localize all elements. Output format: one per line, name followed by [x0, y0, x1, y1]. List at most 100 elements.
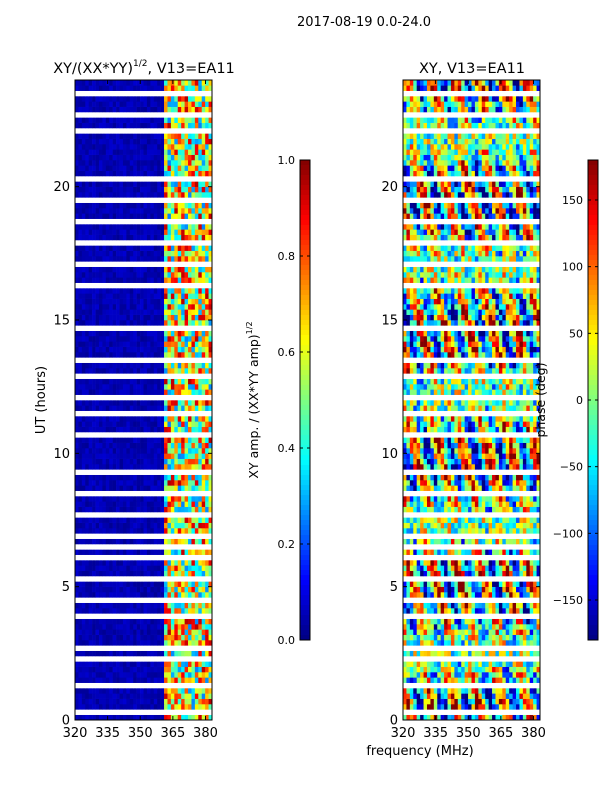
left-cell [174, 426, 179, 433]
left-cell-flagged [198, 597, 203, 603]
left-cell-flagged [95, 544, 100, 550]
left-cell [105, 506, 110, 513]
left-cell-flagged [98, 682, 103, 689]
left-cell [92, 96, 96, 102]
left-cell [164, 186, 168, 193]
left-cell-flagged [112, 176, 117, 182]
left-cell [188, 672, 192, 678]
left-cell [174, 346, 179, 353]
left-cell-flagged [170, 490, 175, 497]
left-cell-flagged [81, 469, 86, 475]
left-cell [102, 389, 107, 395]
left-cell [102, 170, 107, 177]
left-cell-flagged [143, 373, 148, 379]
left-cell [184, 106, 189, 113]
left-cell-flagged [177, 325, 182, 331]
left-cell [95, 517, 100, 523]
left-cell [164, 442, 168, 449]
left-cell [112, 629, 117, 635]
left-cell-flagged [167, 373, 172, 379]
left-cell [98, 330, 103, 337]
left-cell [153, 224, 158, 230]
left-cell [153, 245, 158, 251]
left-cell-flagged [81, 357, 86, 363]
left-cell-flagged [95, 128, 100, 134]
left-cell [92, 202, 96, 209]
left-cell-flagged [133, 176, 137, 182]
left-cell [136, 298, 141, 305]
left-cell [116, 352, 120, 358]
left-cell [146, 106, 151, 113]
left-cell-flagged [146, 218, 151, 225]
left-cell [133, 581, 137, 587]
left-cell [112, 640, 117, 646]
left-cell-flagged [194, 240, 199, 246]
left-cell [198, 250, 203, 257]
left-cell [201, 453, 206, 459]
left-cell [184, 528, 189, 534]
left-cell [109, 266, 113, 273]
left-cell [136, 688, 141, 694]
left-cell [88, 618, 93, 625]
left-cell [177, 704, 182, 710]
left-cell [194, 245, 199, 251]
left-cell-flagged [112, 533, 117, 539]
left-cell-flagged [75, 261, 79, 267]
left-cell [81, 405, 86, 411]
left-cell-flagged [109, 325, 113, 331]
left-cell-flagged [85, 554, 89, 561]
left-cell-flagged [167, 410, 172, 417]
left-cell [167, 85, 172, 91]
left-cell [95, 602, 100, 609]
left-cell [85, 250, 89, 257]
left-cell [191, 666, 196, 673]
left-cell [81, 346, 86, 353]
left-cell [102, 485, 107, 491]
left-cell [126, 586, 131, 593]
left-cell [194, 421, 199, 427]
left-cell [191, 528, 196, 534]
left-cell [133, 106, 137, 113]
left-cell-flagged [170, 218, 175, 225]
left-cell [164, 421, 168, 427]
left-cell [143, 437, 148, 443]
left-cell-flagged [208, 709, 213, 715]
left-cell [102, 309, 107, 315]
left-cell-flagged [164, 90, 168, 97]
left-cell [143, 298, 148, 305]
left-cell [78, 384, 83, 390]
left-cell [92, 672, 96, 678]
left-cell [164, 250, 168, 257]
left-cell [116, 202, 120, 209]
left-cell [153, 352, 158, 358]
left-cell [153, 480, 158, 486]
left-cell [194, 688, 199, 694]
left-cell [153, 85, 158, 91]
left-cell [184, 485, 189, 491]
left-cell [129, 688, 134, 694]
left-cell-flagged [174, 554, 179, 561]
left-cell-flagged [133, 512, 137, 518]
left-cell [160, 501, 165, 507]
left-cell [157, 581, 161, 587]
left-cell [119, 384, 124, 390]
left-cell [160, 165, 165, 171]
left-cell-flagged [191, 176, 196, 182]
left-cell [146, 704, 151, 710]
left-cell [205, 170, 209, 177]
left-cell [167, 570, 172, 577]
left-cell [78, 80, 83, 86]
left-cell-flagged [105, 197, 110, 203]
left-cell [92, 330, 96, 337]
left-cell [191, 250, 196, 257]
left-cell [119, 448, 124, 454]
left-cell [174, 549, 179, 555]
left-cell-flagged [122, 554, 127, 561]
left-cell [177, 624, 182, 630]
left-cell [133, 320, 137, 326]
left-cell [98, 485, 103, 491]
left-cell-flagged [140, 533, 144, 539]
left-cell [95, 234, 100, 241]
left-cell [81, 352, 86, 358]
left-cell [105, 341, 110, 347]
